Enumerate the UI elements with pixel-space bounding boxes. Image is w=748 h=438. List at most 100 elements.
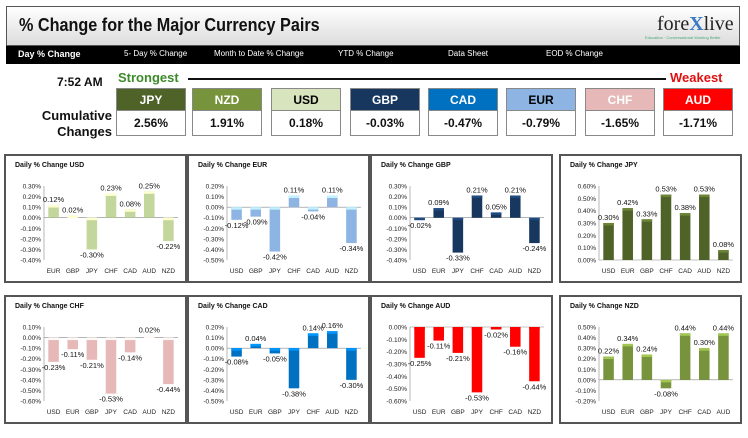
forexlive-logo[interactable]: foreXlive Education · Conversational Wor… xyxy=(637,11,734,43)
bar-top-face xyxy=(86,337,98,341)
x-tick-label: CHF xyxy=(678,409,691,416)
x-tick-label: USD xyxy=(602,268,616,275)
bar-top-face xyxy=(288,195,300,199)
x-tick-label: EUR xyxy=(47,268,61,275)
bar xyxy=(510,195,521,218)
bar-top-face xyxy=(603,356,614,360)
currency-box-cad[interactable]: CAD -0.47% xyxy=(428,88,498,136)
tab-day-change[interactable]: Day % Change xyxy=(18,49,81,59)
data-label: 0.11% xyxy=(322,186,343,195)
tab-data-sheet[interactable]: Data Sheet xyxy=(448,49,489,58)
data-label: 0.11% xyxy=(284,186,305,195)
bar-top-face xyxy=(67,215,78,219)
bar-top-face xyxy=(307,207,319,210)
chart-title: Daily % Change GBP xyxy=(381,162,451,169)
bar-top-face xyxy=(660,194,672,198)
y-tick-label: 0.20% xyxy=(389,194,408,201)
y-tick-label: 0.10% xyxy=(206,335,225,342)
currency-change-value: 2.56% xyxy=(133,116,169,130)
x-tick-label: AUD xyxy=(697,268,711,275)
x-tick-label: NZD xyxy=(162,409,176,416)
currency-code: USD xyxy=(272,89,340,111)
bar-top-face xyxy=(48,337,59,341)
bar-top-face xyxy=(490,212,502,215)
bar xyxy=(510,327,521,347)
bar xyxy=(433,208,444,218)
y-tick-label: -0.40% xyxy=(203,388,224,395)
bar-top-face xyxy=(510,327,521,330)
bar xyxy=(603,356,614,380)
data-label: -0.23% xyxy=(42,363,66,372)
tab-month-to-date[interactable]: Month to Date % Change xyxy=(214,49,304,58)
data-label: 0.16% xyxy=(322,321,344,330)
data-label: -0.34% xyxy=(340,244,364,253)
data-label: 0.33% xyxy=(636,209,658,218)
x-tick-label: CAD xyxy=(123,268,137,275)
bar xyxy=(124,209,136,218)
bar xyxy=(699,348,710,380)
x-tick-label: CAD xyxy=(508,409,522,416)
x-tick-label: USD xyxy=(47,409,61,416)
y-tick-label: 0.00% xyxy=(23,215,42,222)
y-tick-label: -0.30% xyxy=(20,367,41,374)
y-tick-label: 0.40% xyxy=(578,335,597,342)
bar-top-face xyxy=(307,333,319,336)
data-label: -0.44% xyxy=(157,385,181,394)
currency-box-eur[interactable]: EUR -0.79% xyxy=(506,88,576,136)
tab-ytd-change[interactable]: YTD % Change xyxy=(338,49,394,58)
data-label: -0.21% xyxy=(446,354,470,363)
bar xyxy=(490,212,502,218)
y-tick-label: -0.20% xyxy=(20,236,41,243)
x-tick-label: CHF xyxy=(287,268,300,275)
y-tick-label: -0.40% xyxy=(20,258,41,265)
bar xyxy=(452,327,464,353)
chart-panel-chf: Daily % Change CHF 0.10% 0.00% -0.10% -0.20%… xyxy=(4,295,187,424)
bar xyxy=(163,217,174,241)
x-tick-label: USD xyxy=(230,409,244,416)
data-label: -0.08% xyxy=(225,358,249,367)
tab-eod-change[interactable]: EOD % Change xyxy=(546,49,603,58)
bar xyxy=(231,348,242,357)
x-tick-label: GBP xyxy=(66,268,80,275)
y-tick-label: 0.10% xyxy=(23,205,42,212)
bar xyxy=(86,337,98,360)
y-tick-label: -0.40% xyxy=(386,258,407,265)
y-tick-label: -0.30% xyxy=(203,236,224,243)
data-label: -0.42% xyxy=(263,253,287,262)
data-label: -0.02% xyxy=(408,221,432,230)
bar-top-face xyxy=(641,354,653,357)
header-bar: % Change for the Major Currency Pairs fo… xyxy=(6,6,740,46)
data-label: 0.53% xyxy=(694,185,716,194)
currency-box-nzd[interactable]: NZD 1.91% xyxy=(192,88,262,136)
data-label: 0.25% xyxy=(139,181,161,190)
bar-top-face xyxy=(414,327,425,330)
bar xyxy=(269,348,281,354)
bar-top-face xyxy=(327,195,338,199)
tab-5-day-change[interactable]: 5- Day % Change xyxy=(124,49,188,58)
x-tick-label: JPY xyxy=(86,268,99,275)
data-label: -0.05% xyxy=(263,354,287,363)
logo-tagline: Education · Conversational Working Bette… xyxy=(645,35,721,40)
bar xyxy=(414,327,425,358)
bar-top-face xyxy=(452,217,464,221)
currency-box-chf[interactable]: CHF -1.65% xyxy=(585,88,655,136)
chart-title: Daily % Change CAD xyxy=(198,303,268,310)
currency-box-gbp[interactable]: GBP -0.03% xyxy=(350,88,420,136)
y-tick-label: 0.20% xyxy=(206,325,225,332)
chart-title: Daily % Change USD xyxy=(15,162,85,169)
data-label: 0.09% xyxy=(428,198,450,207)
x-tick-label: NZD xyxy=(717,268,731,275)
bar-top-face xyxy=(105,337,117,341)
chart-title: Daily % Change EUR xyxy=(198,162,268,169)
currency-box-aud[interactable]: AUD -1.71% xyxy=(663,88,733,136)
currency-box-usd[interactable]: USD 0.18% xyxy=(271,88,341,136)
chart-title: Daily % Change AUD xyxy=(381,303,451,310)
y-tick-label: -0.30% xyxy=(386,362,407,369)
x-tick-label: CHF xyxy=(306,409,319,416)
y-tick-label: -0.60% xyxy=(386,399,407,406)
x-tick-label: NZD xyxy=(162,268,176,275)
currency-code: NZD xyxy=(193,89,261,111)
x-tick-label: NZD xyxy=(528,268,542,275)
currency-box-jpy[interactable]: JPY 2.56% xyxy=(116,88,186,136)
data-label: 0.14% xyxy=(303,323,325,332)
